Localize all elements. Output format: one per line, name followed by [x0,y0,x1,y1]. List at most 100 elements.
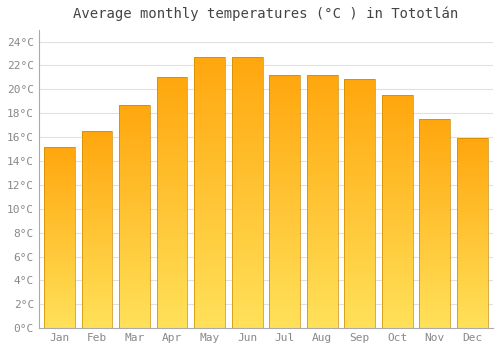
Bar [382,206,412,209]
Bar [457,290,488,293]
Bar [82,274,112,276]
Bar [420,323,450,326]
Bar [194,240,225,244]
Bar [232,115,262,118]
Bar [307,290,338,293]
Bar [420,302,450,305]
Bar [344,172,375,175]
Bar [82,139,112,141]
Bar [194,132,225,135]
Bar [270,167,300,170]
Bar [119,144,150,147]
Bar [156,156,188,159]
Bar [344,194,375,197]
Bar [194,182,225,186]
Bar [270,94,300,97]
Bar [420,161,450,163]
Bar [270,81,300,84]
Bar [232,321,262,325]
Bar [82,301,112,303]
Bar [44,237,75,240]
Bar [307,94,338,97]
Bar [344,132,375,135]
Bar [156,90,188,93]
Bar [156,140,188,143]
Bar [457,205,488,207]
Bar [194,135,225,138]
Bar [457,233,488,236]
Bar [344,116,375,119]
Bar [194,325,225,328]
Bar [457,245,488,247]
Bar [270,274,300,278]
Bar [382,290,412,293]
Bar [156,84,188,87]
Bar [344,147,375,150]
Bar [156,153,188,156]
Bar [420,268,450,271]
Bar [270,259,300,262]
Bar [307,116,338,119]
Bar [420,135,450,138]
Bar [270,126,300,129]
Bar [44,156,75,158]
Bar [44,231,75,233]
Bar [194,321,225,325]
Bar [194,162,225,166]
Bar [307,227,338,230]
Bar [119,121,150,124]
Bar [344,166,375,169]
Bar [270,290,300,293]
Bar [194,115,225,118]
Bar [420,289,450,292]
Bar [270,157,300,160]
Bar [119,133,150,135]
Bar [44,287,75,289]
Bar [307,214,338,217]
Bar [307,195,338,198]
Bar [44,160,75,162]
Bar [382,107,412,110]
Bar [382,287,412,290]
Bar [194,291,225,294]
Bar [307,154,338,157]
Bar [382,121,412,124]
Bar [156,131,188,134]
Bar [382,325,412,328]
Bar [119,289,150,292]
Bar [344,269,375,272]
Bar [420,124,450,127]
Bar [156,172,188,175]
Bar [194,247,225,250]
Bar [44,306,75,308]
Bar [82,203,112,205]
Bar [156,143,188,146]
Bar [119,326,150,328]
Bar [119,110,150,113]
Bar [307,113,338,116]
Bar [156,309,188,313]
Bar [194,61,225,64]
Bar [82,242,112,244]
Bar [156,215,188,218]
Bar [382,162,412,165]
Bar [457,319,488,321]
Bar [382,247,412,250]
Bar [232,67,262,71]
Bar [119,191,150,194]
Bar [344,260,375,262]
Bar [457,212,488,214]
Bar [232,264,262,267]
Bar [44,192,75,194]
Bar [420,279,450,281]
Bar [156,218,188,222]
Bar [382,256,412,258]
Bar [457,176,488,178]
Bar [382,316,412,320]
Bar [82,208,112,210]
Bar [156,212,188,215]
Bar [382,229,412,232]
Bar [232,118,262,121]
Bar [119,135,150,138]
Bar [307,148,338,151]
